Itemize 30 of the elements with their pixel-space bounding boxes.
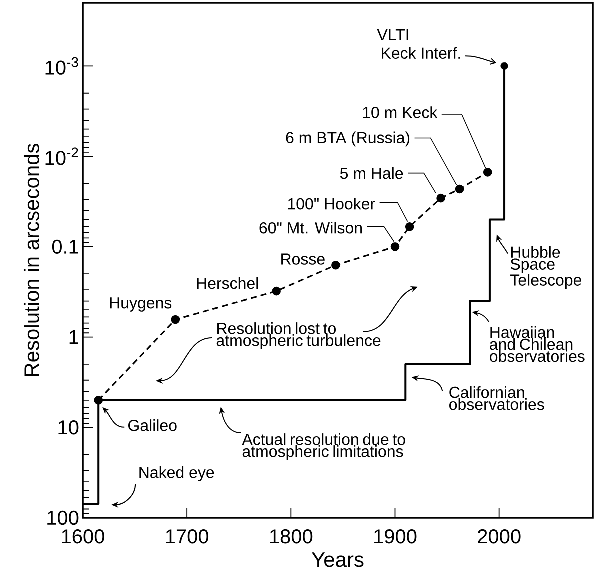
annotation: Galileo (128, 420, 177, 432)
y-tick-label: 10$^{-3}$ (46, 57, 78, 75)
x-axis-title: Years (312, 552, 364, 568)
x-tick-label: 1900 (374, 530, 417, 544)
x-tick-label: 1700 (166, 530, 209, 544)
annotation: VLTI (377, 29, 408, 40)
annotation: Hubble Space Telescope (510, 246, 582, 290)
y-tick-label: 1 (70, 330, 78, 344)
annotation: Huygens (110, 298, 172, 312)
annotation: Keck Interf. (382, 47, 460, 60)
annotation: 10 m Keck (363, 106, 438, 118)
annotation: 100" Hooker (288, 198, 376, 210)
annotation: Resolution lost to atmospheric turbulence (216, 322, 381, 350)
annotation: 5 m Hale (340, 167, 404, 180)
x-tick-label: 1800 (270, 530, 313, 544)
x-tick-label: 2000 (478, 530, 521, 544)
annotation: Naked eye (140, 466, 214, 482)
y-tick-label: 0.1 (52, 240, 78, 254)
annotation: Californian observatories (450, 386, 544, 410)
x-tick-label: 1600 (62, 530, 104, 544)
y-axis-title: Resolution in arcseconds (24, 144, 40, 376)
annotation: Hawaiian and Chilean observatories (490, 326, 585, 362)
y-tick-label: 10$^{-2}$ (46, 148, 78, 166)
annotation: Herschel (197, 277, 258, 290)
y-tick-label: 100 (48, 510, 79, 526)
annotation: Rosse (282, 254, 325, 265)
annotation: Actual resolution due to atmospheric limitations (242, 434, 406, 460)
annotation: 60" Mt. Wilson (260, 222, 362, 234)
annotation: 6 m BTA (Russia) (286, 132, 410, 147)
y-tick-label: 10 (58, 420, 79, 435)
